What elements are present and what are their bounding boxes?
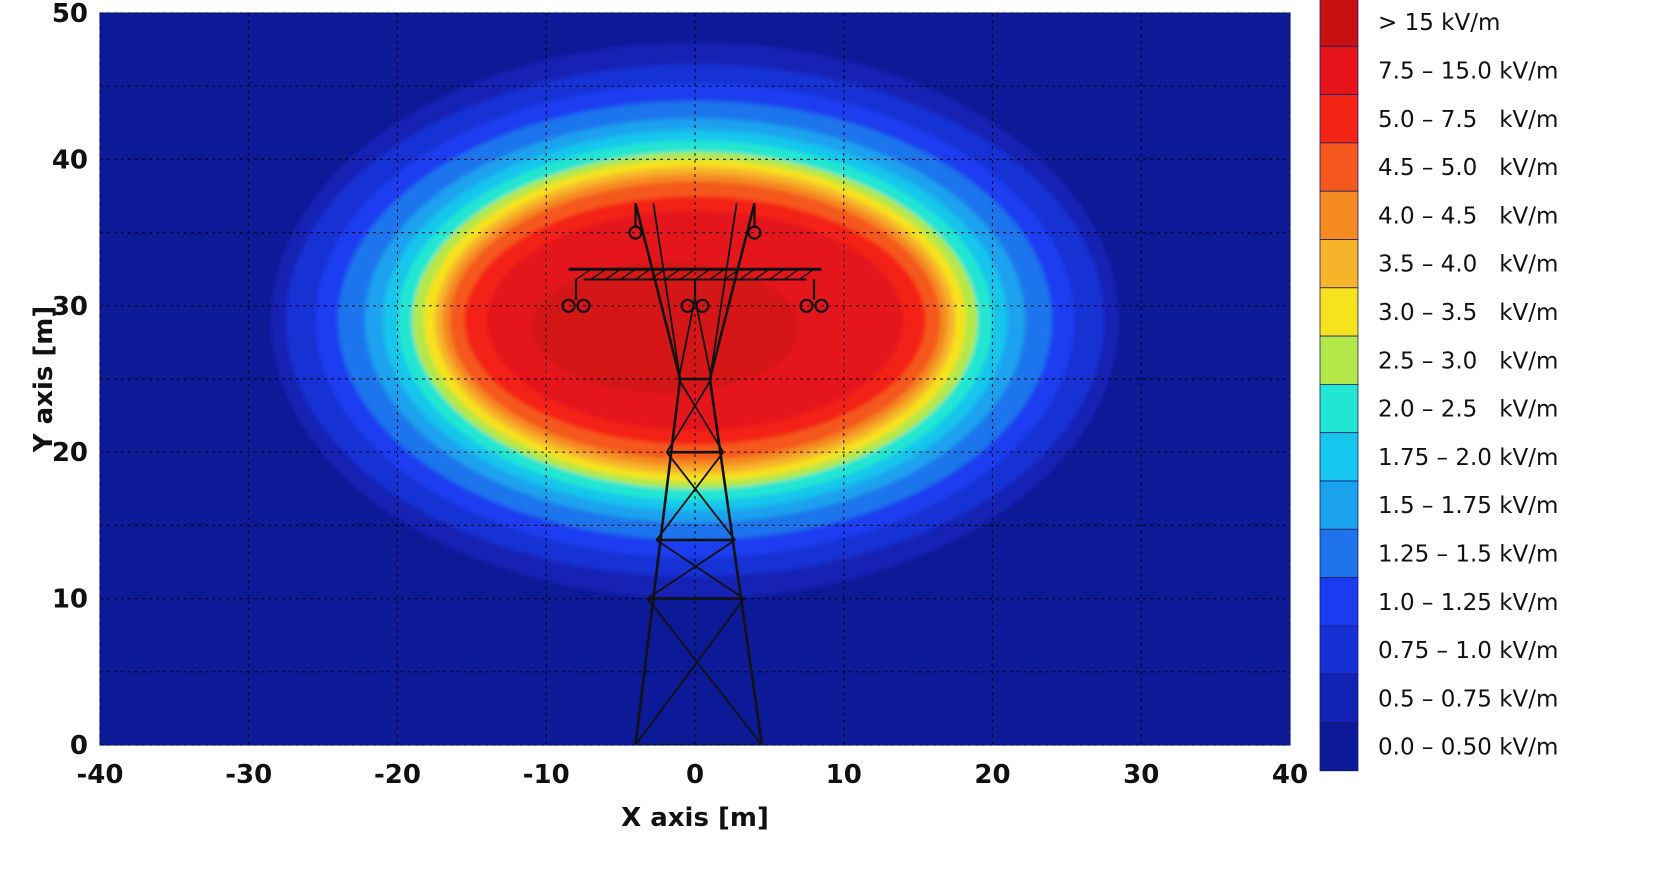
tower-member <box>677 378 725 453</box>
plot-area <box>99 12 1291 746</box>
y-axis-ticks: 0 10 20 30 40 50 <box>52 0 88 761</box>
legend-label: 2.0 – 2.5 kV/m <box>1378 397 1558 423</box>
legend-label: 2.5 – 3.0 kV/m <box>1378 348 1558 374</box>
conductor-marker <box>747 225 762 240</box>
tower-member <box>634 378 682 745</box>
tower-member <box>620 268 636 281</box>
tower-member <box>709 268 726 281</box>
x-tick-label: 10 <box>826 760 862 790</box>
conductor-marker <box>628 225 643 240</box>
x-axis-ticks: -40 -30 -20 -10 0 10 20 30 40 <box>77 760 1309 790</box>
plot-frame <box>99 12 1291 746</box>
legend-swatch <box>1319 480 1359 530</box>
legend-swatch <box>1319 432 1359 482</box>
legend-label: 4.0 – 4.5 kV/m <box>1378 203 1558 229</box>
tower-member <box>739 268 755 281</box>
y-tick-label: 20 <box>52 438 88 468</box>
y-axis-title: Y axis [m] <box>29 306 59 454</box>
x-tick-label: -40 <box>77 760 124 790</box>
tower-member <box>664 268 681 281</box>
legend-label: 7.5 – 15.0 kV/m <box>1378 58 1558 84</box>
tower-member <box>655 451 724 541</box>
legend-label: 1.75 – 2.0 kV/m <box>1378 445 1558 471</box>
x-axis-title: X axis [m] <box>621 803 769 833</box>
tower-member <box>646 598 763 745</box>
legend-label: 3.5 – 4.0 kV/m <box>1378 252 1558 278</box>
x-tick-label: 20 <box>974 760 1010 790</box>
legend-swatch <box>1319 287 1359 337</box>
tower-member <box>634 598 745 745</box>
conductor-marker <box>695 298 710 313</box>
tower-member <box>679 268 696 281</box>
legend-label: 0.0 – 0.50 kV/m <box>1378 735 1558 761</box>
legend-label: 3.0 – 3.5 kV/m <box>1378 300 1558 326</box>
x-tick-label: -20 <box>374 760 421 790</box>
legend-swatch <box>1319 528 1359 578</box>
transmission-tower-drawing <box>561 202 829 745</box>
tower-member <box>694 268 711 281</box>
legend-label: > 15 kV/m <box>1378 10 1500 36</box>
conductor-marker <box>814 298 829 313</box>
x-tick-label: 40 <box>1272 760 1308 790</box>
y-tick-label: 10 <box>52 585 88 615</box>
y-tick-label: 50 <box>52 0 88 29</box>
color-legend: > 15 kV/m 7.5 – 15.0 kV/m 5.0 – 7.5 kV/m 4.… <box>1319 0 1558 772</box>
y-tick-label: 40 <box>52 145 88 175</box>
legend-swatch <box>1319 190 1359 240</box>
tower-member <box>708 202 756 380</box>
tower-member <box>634 202 682 380</box>
legend-label: 1.5 – 1.75 kV/m <box>1378 493 1558 519</box>
conductor-marker <box>561 298 576 313</box>
x-tick-label: -30 <box>225 760 272 790</box>
conductor-marker <box>576 298 591 313</box>
legend-swatch <box>1319 239 1359 289</box>
tower-member <box>798 268 815 281</box>
legend-label: 0.75 – 1.0 kV/m <box>1378 638 1558 664</box>
y-tick-label: 30 <box>52 292 88 322</box>
legend-swatch <box>1319 0 1359 47</box>
tower-member <box>590 268 607 281</box>
legend-label: 1.0 – 1.25 kV/m <box>1378 590 1558 616</box>
tower-member <box>708 378 764 745</box>
conductor-marker <box>680 298 695 313</box>
legend-swatch <box>1319 722 1359 772</box>
tower-member <box>655 539 745 600</box>
tower-member <box>708 203 738 380</box>
x-tick-label: -10 <box>523 760 570 790</box>
x-tick-label: 30 <box>1123 760 1159 790</box>
tower-member <box>724 268 741 281</box>
tower-member <box>605 268 622 281</box>
legend-swatch <box>1319 577 1359 627</box>
tower-member <box>652 203 682 380</box>
legend-swatch <box>1319 94 1359 144</box>
y-tick-label: 0 <box>70 731 88 761</box>
tower-member <box>694 298 713 380</box>
legend-label: 0.5 – 0.75 kV/m <box>1378 686 1558 712</box>
tower-member <box>754 268 770 281</box>
legend-swatch <box>1319 625 1359 675</box>
legend-label: 1.25 – 1.5 kV/m <box>1378 541 1558 567</box>
tower-member <box>649 268 666 281</box>
legend-label: 4.5 – 5.0 kV/m <box>1378 155 1558 181</box>
legend-swatch <box>1319 335 1359 385</box>
legend-swatch <box>1319 142 1359 192</box>
tower-member <box>635 268 651 281</box>
legend-swatch <box>1319 673 1359 723</box>
conductor-marker <box>799 298 814 313</box>
tower-member <box>677 298 696 380</box>
tower-member <box>665 378 713 453</box>
legend-swatch <box>1319 383 1359 434</box>
tower-member <box>666 451 736 541</box>
tower-member <box>768 268 785 281</box>
tower-member <box>783 268 800 281</box>
legend-label: 5.0 – 7.5 kV/m <box>1378 107 1558 133</box>
legend-swatch <box>1319 45 1359 95</box>
tower-member <box>646 539 736 600</box>
tower-member <box>575 268 592 281</box>
x-tick-label: 0 <box>686 760 704 790</box>
